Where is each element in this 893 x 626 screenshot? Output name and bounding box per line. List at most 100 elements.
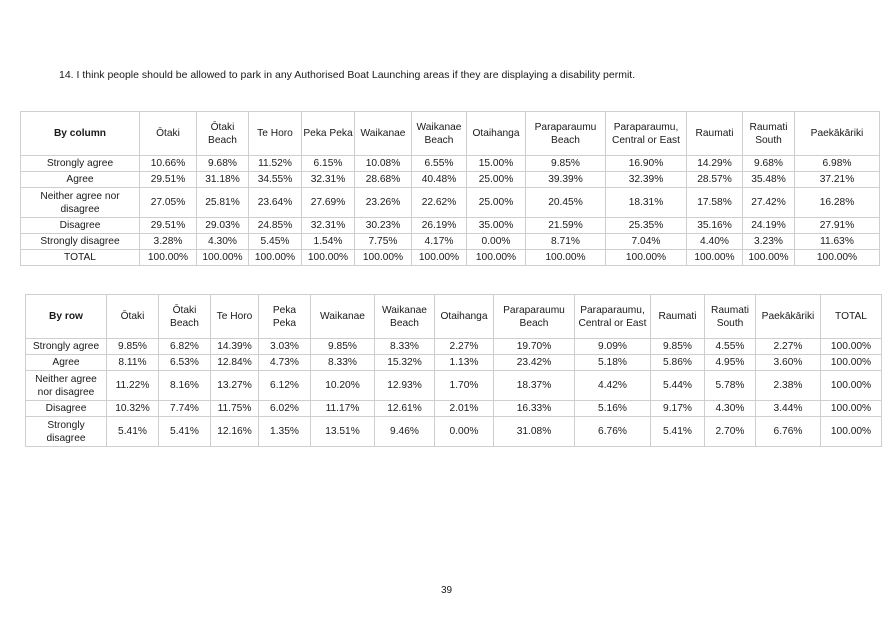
table-cell: 14.39%: [210, 338, 259, 355]
column-header: Paraparaumu Beach: [493, 294, 575, 339]
row-label: TOTAL: [20, 249, 140, 266]
row-label: Neither agree nor disagree: [25, 370, 107, 401]
row-label: Strongly agree: [25, 338, 107, 355]
column-header: Ōtaki: [106, 294, 159, 339]
table-cell: 5.41%: [106, 416, 159, 447]
table-cell: 9.68%: [742, 155, 795, 172]
table-cell: 27.42%: [742, 187, 795, 218]
table-cell: 100.00%: [248, 249, 302, 266]
table-cell: 11.63%: [794, 233, 880, 250]
column-header: Raumati South: [704, 294, 756, 339]
column-header: Ōtaki Beach: [196, 111, 249, 156]
column-header: Waikanae Beach: [374, 294, 435, 339]
table-cell: 24.19%: [742, 217, 795, 234]
row-label: Agree: [25, 354, 107, 371]
table-cell: 32.39%: [605, 171, 687, 188]
table-cell: 18.37%: [493, 370, 575, 401]
column-header: Ōtaki: [139, 111, 197, 156]
table-cell: 7.75%: [354, 233, 412, 250]
table-cell: 9.09%: [574, 338, 651, 355]
table-cell: 9.85%: [310, 338, 375, 355]
table-cell: 9.85%: [106, 338, 159, 355]
column-header: Waikanae: [354, 111, 412, 156]
table-cell: 32.31%: [301, 217, 355, 234]
table-cell: 2.01%: [434, 400, 494, 417]
table-cell: 100.00%: [466, 249, 526, 266]
table-cell: 23.26%: [354, 187, 412, 218]
column-header: Paraparaumu Beach: [525, 111, 606, 156]
table-cell: 25.35%: [605, 217, 687, 234]
by-column-table: By column Ōtaki Ōtaki Beach Te Horo Peka…: [20, 111, 880, 266]
column-header: Paraparaumu, Central or East: [574, 294, 651, 339]
table-cell: 11.22%: [106, 370, 159, 401]
table-row: Agree 8.11% 6.53% 12.84% 4.73% 8.33% 15.…: [25, 354, 882, 371]
table-cell: 100.00%: [820, 400, 882, 417]
table-cell: 100.00%: [820, 354, 882, 371]
table-cell: 2.27%: [434, 338, 494, 355]
table-cell: 8.16%: [158, 370, 211, 401]
table-cell: 12.61%: [374, 400, 435, 417]
table-cell: 3.28%: [139, 233, 197, 250]
table-cell: 27.05%: [139, 187, 197, 218]
table-row: Strongly agree 9.85% 6.82% 14.39% 3.03% …: [25, 338, 882, 355]
column-header: Raumati: [686, 111, 743, 156]
table-cell: 3.60%: [755, 354, 821, 371]
table-cell: 8.11%: [106, 354, 159, 371]
table-cell: 9.68%: [196, 155, 249, 172]
table-cell: 8.33%: [374, 338, 435, 355]
table-cell: 2.38%: [755, 370, 821, 401]
table-cell: 12.84%: [210, 354, 259, 371]
column-header: Paekākāriki: [755, 294, 821, 339]
column-header: Otaihanga: [434, 294, 494, 339]
table-cell: 17.58%: [686, 187, 743, 218]
table-cell: 5.18%: [574, 354, 651, 371]
row-label: Strongly disagree: [20, 233, 140, 250]
column-header: TOTAL: [820, 294, 882, 339]
table-cell: 18.31%: [605, 187, 687, 218]
table-cell: 29.51%: [139, 171, 197, 188]
table-cell: 2.27%: [755, 338, 821, 355]
table-cell: 6.76%: [755, 416, 821, 447]
column-header: Raumati: [650, 294, 705, 339]
table-cell: 30.23%: [354, 217, 412, 234]
table-cell: 9.17%: [650, 400, 705, 417]
table-cell: 100.00%: [605, 249, 687, 266]
column-header: Te Horo: [248, 111, 302, 156]
table-cell: 4.17%: [411, 233, 467, 250]
table-cell: 3.23%: [742, 233, 795, 250]
table-cell: 39.39%: [525, 171, 606, 188]
table-cell: 9.85%: [525, 155, 606, 172]
table-cell: 13.51%: [310, 416, 375, 447]
column-header: Otaihanga: [466, 111, 526, 156]
table-cell: 27.69%: [301, 187, 355, 218]
table-cell: 100.00%: [686, 249, 743, 266]
table-cell: 4.40%: [686, 233, 743, 250]
table-header-row: By row Ōtaki Ōtaki Beach Te Horo Peka Pe…: [25, 294, 882, 339]
table-cell: 3.03%: [258, 338, 311, 355]
table-cell: 10.32%: [106, 400, 159, 417]
table-cell: 31.18%: [196, 171, 249, 188]
table-cell: 5.41%: [650, 416, 705, 447]
row-label: Disagree: [20, 217, 140, 234]
table-cell: 6.12%: [258, 370, 311, 401]
column-header: Waikanae: [310, 294, 375, 339]
table-cell: 0.00%: [434, 416, 494, 447]
column-header: Te Horo: [210, 294, 259, 339]
column-header: Waikanae Beach: [411, 111, 467, 156]
table-cell: 29.51%: [139, 217, 197, 234]
table-cell: 10.08%: [354, 155, 412, 172]
table-total-row: TOTAL 100.00% 100.00% 100.00% 100.00% 10…: [20, 249, 880, 266]
table-cell: 2.70%: [704, 416, 756, 447]
table-row: Strongly agree 10.66% 9.68% 11.52% 6.15%…: [20, 155, 880, 172]
table-cell: 24.85%: [248, 217, 302, 234]
question-text: 14. I think people should be allowed to …: [59, 69, 636, 81]
table-cell: 40.48%: [411, 171, 467, 188]
table-cell: 19.70%: [493, 338, 575, 355]
table-cell: 4.73%: [258, 354, 311, 371]
page-number: 39: [440, 585, 453, 596]
table-cell: 5.86%: [650, 354, 705, 371]
table-cell: 5.44%: [650, 370, 705, 401]
table-row: Neither agree nor disagree 27.05% 25.81%…: [20, 187, 880, 218]
table-cell: 9.85%: [650, 338, 705, 355]
table-header-row: By column Ōtaki Ōtaki Beach Te Horo Peka…: [20, 111, 880, 156]
